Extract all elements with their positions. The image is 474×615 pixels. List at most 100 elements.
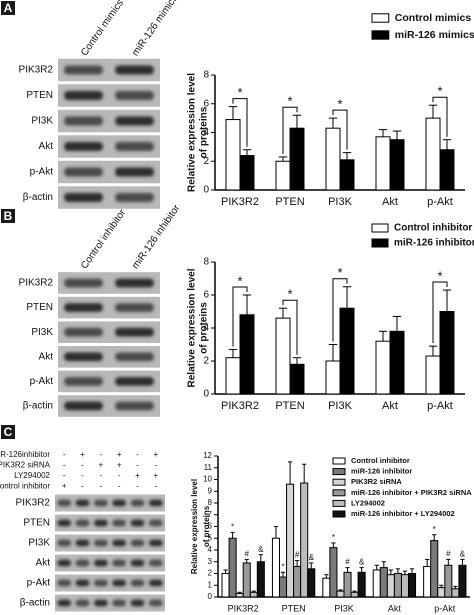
bar	[343, 571, 352, 598]
error-bar	[460, 558, 465, 566]
band	[64, 303, 103, 312]
error-bar	[309, 562, 314, 569]
y-tick-label: 8	[203, 257, 209, 268]
band	[115, 91, 154, 100]
panel-letter-box	[1, 209, 15, 223]
error-bar	[409, 568, 415, 574]
y-tick-label: 6	[203, 290, 209, 301]
error-bar	[228, 348, 238, 358]
x-tick-label: PIK3R2	[228, 603, 259, 613]
y-tick-label: 4	[208, 545, 213, 554]
error-bar	[237, 591, 242, 594]
y-tick-label: 7	[208, 510, 213, 519]
treatment-sign: -	[99, 450, 102, 459]
bar	[289, 363, 305, 395]
error-bar	[328, 117, 338, 129]
bar	[239, 314, 255, 395]
bar	[300, 482, 309, 598]
bar	[289, 127, 305, 191]
treatment-sign: -	[136, 461, 139, 470]
band	[75, 599, 90, 607]
bar	[430, 540, 439, 598]
bar	[336, 590, 345, 598]
error-bar	[342, 286, 352, 309]
band	[130, 539, 145, 547]
y-tick-label: 1	[208, 580, 213, 589]
band	[93, 599, 108, 607]
legend-swatch	[332, 499, 346, 507]
row-label: β-actin	[20, 598, 50, 609]
bar	[393, 573, 402, 598]
blot-strip	[55, 494, 165, 512]
bar	[339, 307, 355, 395]
bar	[458, 564, 467, 598]
band	[93, 499, 108, 507]
treatment-sign: -	[81, 461, 84, 470]
treatment-label: LY294002	[14, 471, 50, 480]
error-bar	[278, 307, 288, 319]
legend-label: miR-126 inhibitor + PIK3R2 siRNA	[351, 488, 472, 497]
significance-mark: *	[437, 84, 442, 99]
bar	[325, 360, 341, 395]
y-axis-label: of proteins	[202, 505, 211, 547]
y-tick-label: 4	[203, 323, 209, 334]
lane-label: miR-126 inhibitor	[130, 202, 183, 271]
treatment-sign: -	[99, 482, 102, 491]
bar	[408, 573, 417, 598]
treatment-sign: +	[135, 471, 140, 480]
significance-bracket	[282, 106, 298, 154]
legend-label: Control mimics	[395, 12, 472, 24]
band	[75, 579, 90, 587]
band	[64, 377, 103, 386]
band	[148, 539, 163, 547]
blot-strip	[58, 346, 160, 368]
error-bar	[402, 570, 408, 575]
band	[57, 559, 72, 567]
blot-strip	[58, 109, 160, 133]
significance-mark: #	[245, 550, 250, 559]
treatment-sign: +	[153, 450, 158, 459]
legend-swatch	[332, 478, 346, 486]
legend-label: Control inhibitor	[351, 456, 410, 465]
y-tick-label: 11	[204, 463, 213, 472]
band	[57, 599, 72, 607]
legend-swatch	[371, 238, 389, 248]
x-tick-label: p-Akt	[434, 603, 456, 613]
bar	[249, 591, 258, 598]
error-bar	[439, 584, 444, 588]
panel-letter: B	[4, 209, 13, 223]
band	[130, 579, 145, 587]
error-bar	[302, 463, 307, 484]
band	[148, 599, 163, 607]
bar	[307, 568, 316, 598]
blot-strip	[58, 395, 160, 417]
y-tick-label: 9	[208, 486, 213, 495]
bar	[242, 562, 251, 598]
bar	[357, 571, 366, 598]
y-tick-label: 8	[208, 498, 213, 507]
legend-label: miR-126 inhibitor	[351, 467, 412, 476]
row-label: PIK3R2	[19, 278, 54, 289]
bar	[275, 160, 291, 191]
y-tick-label: 10	[203, 475, 212, 484]
error-bar	[251, 590, 256, 593]
panel-letter-box	[1, 1, 15, 15]
significance-mark: &	[359, 558, 365, 567]
y-tick-label: 3	[208, 557, 213, 566]
error-bar	[258, 554, 263, 562]
band	[115, 167, 154, 177]
legend-label: LY294002	[351, 498, 385, 507]
lane-label: Control mimics	[79, 0, 126, 58]
x-tick-label: Akt	[382, 400, 398, 412]
legend-label: miR-126 inhibitor	[394, 238, 474, 249]
error-bar	[345, 567, 350, 573]
bar	[221, 573, 230, 598]
error-bar	[395, 568, 401, 574]
error-bar	[292, 114, 302, 129]
row-label: β-actin	[23, 192, 53, 203]
lane-label: miR-126 mimics	[130, 0, 180, 58]
blot-strip	[58, 58, 160, 82]
band	[112, 599, 127, 607]
bar	[386, 574, 395, 598]
